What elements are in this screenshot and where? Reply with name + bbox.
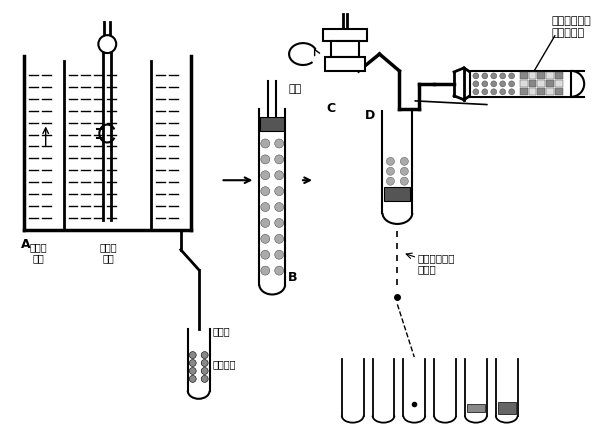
Bar bbox=[547, 72, 554, 79]
Text: 不同而分离: 不同而分离 bbox=[551, 28, 584, 38]
Circle shape bbox=[509, 73, 515, 79]
Circle shape bbox=[189, 351, 196, 359]
Circle shape bbox=[274, 218, 284, 227]
Circle shape bbox=[201, 368, 208, 374]
Bar bbox=[384, 187, 411, 201]
Bar bbox=[528, 88, 536, 95]
Circle shape bbox=[500, 89, 506, 95]
Bar bbox=[555, 80, 563, 87]
Circle shape bbox=[387, 167, 395, 175]
Circle shape bbox=[274, 187, 284, 196]
Text: A: A bbox=[21, 238, 30, 251]
Bar bbox=[537, 88, 545, 95]
Circle shape bbox=[274, 266, 284, 275]
Text: 密度梯度: 密度梯度 bbox=[213, 359, 236, 369]
Circle shape bbox=[189, 368, 196, 374]
Circle shape bbox=[274, 155, 284, 164]
Bar bbox=[325, 57, 365, 71]
Circle shape bbox=[201, 375, 208, 382]
Text: 溶液: 溶液 bbox=[102, 253, 114, 263]
Bar bbox=[520, 88, 528, 95]
Bar bbox=[547, 88, 554, 95]
Circle shape bbox=[274, 139, 284, 148]
Circle shape bbox=[274, 171, 284, 180]
Bar bbox=[537, 72, 545, 79]
Bar bbox=[260, 117, 284, 131]
Bar bbox=[537, 80, 545, 87]
Circle shape bbox=[482, 73, 488, 79]
Circle shape bbox=[482, 81, 488, 87]
Circle shape bbox=[400, 158, 408, 165]
Bar bbox=[323, 29, 367, 41]
Circle shape bbox=[201, 360, 208, 366]
Circle shape bbox=[509, 89, 515, 95]
Bar bbox=[528, 72, 536, 79]
Text: 低密度: 低密度 bbox=[30, 242, 48, 252]
Circle shape bbox=[387, 177, 395, 185]
Circle shape bbox=[261, 266, 270, 275]
Circle shape bbox=[491, 81, 497, 87]
Circle shape bbox=[274, 202, 284, 211]
Circle shape bbox=[473, 89, 479, 95]
Circle shape bbox=[261, 187, 270, 196]
Bar bbox=[520, 72, 528, 79]
Circle shape bbox=[387, 158, 395, 165]
Circle shape bbox=[400, 177, 408, 185]
Text: B: B bbox=[288, 271, 298, 284]
Text: 由于沉降系数: 由于沉降系数 bbox=[551, 16, 591, 26]
Bar bbox=[547, 80, 554, 87]
Circle shape bbox=[491, 73, 497, 79]
Text: 高密度: 高密度 bbox=[99, 242, 117, 252]
Circle shape bbox=[482, 89, 488, 95]
Bar bbox=[528, 80, 536, 87]
Circle shape bbox=[189, 360, 196, 366]
Circle shape bbox=[509, 81, 515, 87]
Bar bbox=[331, 41, 359, 57]
Bar bbox=[470, 71, 571, 97]
Text: 溶液: 溶液 bbox=[33, 253, 45, 263]
Circle shape bbox=[400, 167, 408, 175]
Circle shape bbox=[261, 139, 270, 148]
Circle shape bbox=[261, 250, 270, 259]
Circle shape bbox=[201, 351, 208, 359]
Circle shape bbox=[98, 35, 117, 53]
Text: 样品: 样品 bbox=[288, 84, 301, 94]
Bar bbox=[555, 88, 563, 95]
Text: 离心管: 离心管 bbox=[213, 326, 230, 336]
Circle shape bbox=[261, 155, 270, 164]
Bar bbox=[498, 402, 515, 414]
Circle shape bbox=[473, 73, 479, 79]
Text: 各组分: 各组分 bbox=[417, 265, 436, 275]
Circle shape bbox=[274, 250, 284, 259]
Bar bbox=[555, 72, 563, 79]
Circle shape bbox=[261, 235, 270, 243]
Circle shape bbox=[500, 73, 506, 79]
Circle shape bbox=[189, 375, 196, 382]
Bar bbox=[467, 404, 485, 412]
Circle shape bbox=[261, 218, 270, 227]
Circle shape bbox=[473, 81, 479, 87]
Text: D: D bbox=[365, 109, 375, 122]
Circle shape bbox=[500, 81, 506, 87]
Text: 管底打孔收集: 管底打孔收集 bbox=[417, 253, 455, 263]
Circle shape bbox=[261, 171, 270, 180]
Bar bbox=[520, 80, 528, 87]
Circle shape bbox=[261, 202, 270, 211]
Text: C: C bbox=[327, 102, 336, 115]
Circle shape bbox=[274, 235, 284, 243]
Circle shape bbox=[491, 89, 497, 95]
